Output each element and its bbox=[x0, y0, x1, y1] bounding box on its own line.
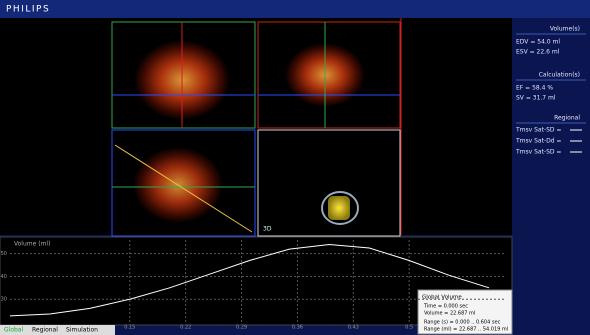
x-tick-label: 0.15 bbox=[124, 325, 135, 331]
brand: PHILIPS bbox=[6, 5, 50, 15]
section-title: Calculation(s) bbox=[539, 72, 580, 79]
measure[interactable]: EDV = 54.0 ml bbox=[516, 39, 560, 46]
x-tick-label: 0.29 bbox=[236, 325, 247, 331]
measure[interactable]: Tmsv Sat-Dd = bbox=[515, 138, 561, 145]
y-tick-label: 30 bbox=[1, 297, 7, 303]
section-title: Volume(s) bbox=[550, 26, 580, 33]
x-tick-label: 0.36 bbox=[292, 325, 303, 331]
info-box bbox=[417, 289, 513, 335]
info-line: Time = 0.000 sec bbox=[423, 304, 468, 310]
view-label: 3D bbox=[263, 226, 272, 233]
measure[interactable]: EF = 58.4 % bbox=[516, 85, 553, 92]
info-line: Volume = 22.687 ml bbox=[424, 311, 475, 317]
measure[interactable]: ESV = 22.6 ml bbox=[516, 49, 560, 56]
volume-curve bbox=[9, 244, 490, 317]
y-tick-label: 50 bbox=[1, 251, 7, 257]
x-tick-label: 0.5 bbox=[405, 325, 413, 331]
measure[interactable]: Tmsv Sat-SD = bbox=[515, 149, 561, 156]
y-tick-label: 40 bbox=[1, 274, 7, 280]
view-area bbox=[0, 18, 512, 235]
legend-swatches bbox=[516, 33, 586, 153]
tab[interactable]: Regional bbox=[32, 327, 58, 334]
measure[interactable]: SV = 31.7 ml bbox=[516, 95, 556, 102]
tab[interactable]: Simulation bbox=[66, 327, 98, 334]
measure[interactable]: Tmsv Sat-SD = bbox=[515, 127, 561, 134]
header-bar bbox=[0, 0, 590, 18]
info-line: Range (s) = 0.000 .. 0.604 sec bbox=[424, 320, 501, 326]
x-tick-label: 0.43 bbox=[348, 325, 359, 331]
view-panels bbox=[111, 18, 402, 237]
chart-title: Volume (ml) bbox=[14, 241, 50, 248]
tab[interactable]: Global bbox=[4, 327, 23, 334]
info-title: Global Volume bbox=[422, 295, 462, 301]
tab-bar bbox=[0, 325, 115, 335]
x-tick-label: 0.22 bbox=[180, 325, 191, 331]
section-title: Regional bbox=[554, 115, 580, 122]
info-line: Range (ml) = 22.687 .. 54.019 ml bbox=[424, 327, 508, 333]
sidebar bbox=[513, 18, 590, 335]
